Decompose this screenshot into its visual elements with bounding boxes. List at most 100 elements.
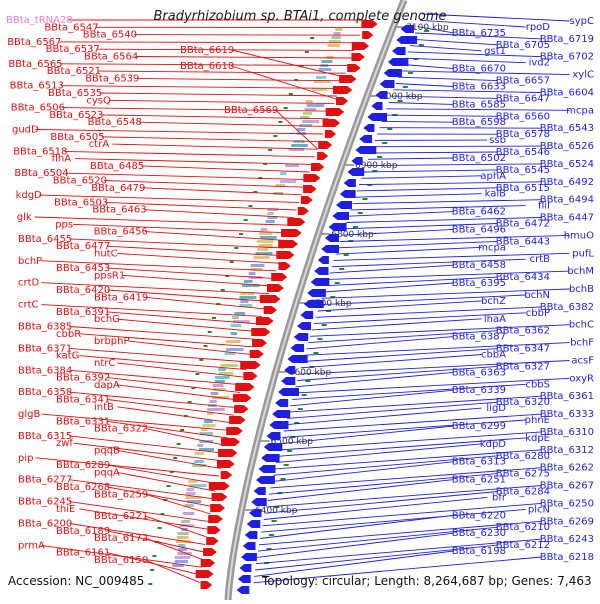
gene-label-forward: BBta_6539 xyxy=(85,73,139,84)
gene-label-forward: BBta_6419 xyxy=(94,292,148,303)
reverse-gene-arrow xyxy=(275,399,288,407)
gene-label-reverse: BBta_6462 xyxy=(452,207,506,218)
gene-label-forward: BBta_6548 xyxy=(88,117,142,128)
gene-label-forward: BBta_6150 xyxy=(94,555,148,566)
gene-label-reverse: kdpD xyxy=(480,439,506,450)
annotation-band xyxy=(183,512,195,515)
gene-label-reverse: plcN xyxy=(528,504,550,515)
ruler-dash xyxy=(408,72,413,74)
ruler-dash xyxy=(419,44,424,46)
gene-label-forward: flhA xyxy=(52,154,72,165)
annotation-band xyxy=(261,228,268,231)
annotation-band xyxy=(204,420,213,423)
gene-label-forward: brbphP xyxy=(94,336,130,347)
annotation-band xyxy=(316,76,326,79)
annotation-band xyxy=(257,248,268,251)
gene-label-reverse: bchZ xyxy=(481,296,506,307)
gene-label-reverse: kdpE xyxy=(525,433,550,444)
label-connector-reverse xyxy=(368,158,454,159)
label-connector-reverse xyxy=(389,103,454,105)
annotation-band xyxy=(267,212,273,215)
ruler-dash xyxy=(382,142,387,144)
annotation-band xyxy=(249,272,256,275)
annotation-band xyxy=(302,120,319,123)
gene-label-reverse: ssb xyxy=(489,135,506,146)
gene-label-reverse: phnE xyxy=(525,415,550,426)
reverse-gene-arrow xyxy=(261,454,279,462)
gene-label-reverse: ivd2 xyxy=(529,58,550,69)
label-connector-forward xyxy=(102,137,321,142)
label-connector-reverse xyxy=(408,52,542,57)
gene-label-reverse: fliI xyxy=(538,201,550,212)
ruler-dash xyxy=(221,289,225,291)
forward-gene-arrow xyxy=(317,152,328,160)
gene-label-reverse: BBta_6313 xyxy=(452,457,506,468)
gene-label-reverse: kaiB xyxy=(485,189,507,200)
reverse-gene-arrow xyxy=(367,113,387,121)
reverse-gene-arrow xyxy=(376,91,388,99)
reverse-gene-arrow xyxy=(294,333,308,341)
gene-label-forward: glk xyxy=(17,212,32,223)
ruler-dash xyxy=(273,135,277,137)
gene-label-reverse: lhaA xyxy=(484,314,506,325)
annotation-band xyxy=(226,340,241,343)
gene-label-forward: BBta_6619 xyxy=(180,45,234,56)
annotation-band xyxy=(307,104,325,107)
annotation-band xyxy=(218,368,226,371)
reverse-gene-arrow xyxy=(318,256,329,264)
gene-label-forward: BBta_6259 xyxy=(94,489,148,500)
forward-gene-arrow xyxy=(311,163,324,171)
gene-label-forward: pqqA xyxy=(94,467,120,478)
forward-gene-arrow xyxy=(240,361,261,369)
annotation-band xyxy=(211,392,219,395)
gene-label-forward: BBta_6479 xyxy=(91,183,145,194)
reverse-gene-arrow xyxy=(307,289,326,297)
reverse-gene-arrow xyxy=(281,377,295,385)
annotation-band xyxy=(332,36,341,39)
ruler-dash xyxy=(195,373,199,375)
gene-label-forward: BBta_6485 xyxy=(90,161,144,172)
gene-label-reverse: BBta_6299 xyxy=(452,421,506,432)
label-connector-forward xyxy=(110,100,334,103)
gene-label-reverse: cbbA xyxy=(481,350,506,361)
label-connector-forward xyxy=(117,451,220,469)
gene-label-reverse: BBta_6598 xyxy=(452,117,506,128)
annotation-band xyxy=(240,300,248,303)
reverse-gene-arrow xyxy=(291,344,305,352)
gene-label-reverse: BBta_6502 xyxy=(452,153,506,164)
forward-gene-arrow xyxy=(201,581,213,589)
gene-label-reverse: cbbS xyxy=(525,379,550,390)
label-connector-forward xyxy=(143,188,302,195)
reverse-gene-arrow xyxy=(247,520,260,528)
ruler-dash xyxy=(318,338,323,340)
label-connector-forward xyxy=(134,35,360,36)
annotation-band xyxy=(195,452,205,455)
ruler-dash xyxy=(244,219,248,221)
label-connector-forward xyxy=(139,122,326,126)
gene-label-forward: thiE xyxy=(56,504,75,515)
reverse-gene-arrow xyxy=(278,388,299,396)
forward-gene-arrow xyxy=(333,86,352,94)
gene-label-reverse: ligD xyxy=(486,403,506,414)
annotation-band xyxy=(306,100,313,103)
gene-label-forward: dapA xyxy=(94,380,120,391)
reverse-gene-arrow xyxy=(340,190,356,198)
ruler-dash xyxy=(344,254,349,256)
gene-label-reverse: mcpa xyxy=(566,105,594,116)
forward-gene-arrow xyxy=(210,504,225,512)
gene-label-reverse: bfr xyxy=(492,492,507,503)
gene-label-reverse: aphA xyxy=(480,171,506,182)
gene-label-reverse: bchF xyxy=(570,338,594,349)
ruler-dash xyxy=(148,583,152,585)
gene-label-reverse: BBta_6395 xyxy=(452,278,506,289)
gene-label-forward: zwf xyxy=(56,438,73,449)
forward-gene-arrow xyxy=(271,273,287,281)
gene-label-forward: hutC xyxy=(94,249,118,260)
label-connector-reverse xyxy=(254,551,453,576)
gene-label-forward: BBta_6569 xyxy=(224,105,278,116)
ruler-dash xyxy=(281,478,286,480)
annotation-band xyxy=(175,556,191,559)
reverse-gene-arrow xyxy=(321,245,339,253)
gene-label-forward: bchP xyxy=(18,256,42,267)
